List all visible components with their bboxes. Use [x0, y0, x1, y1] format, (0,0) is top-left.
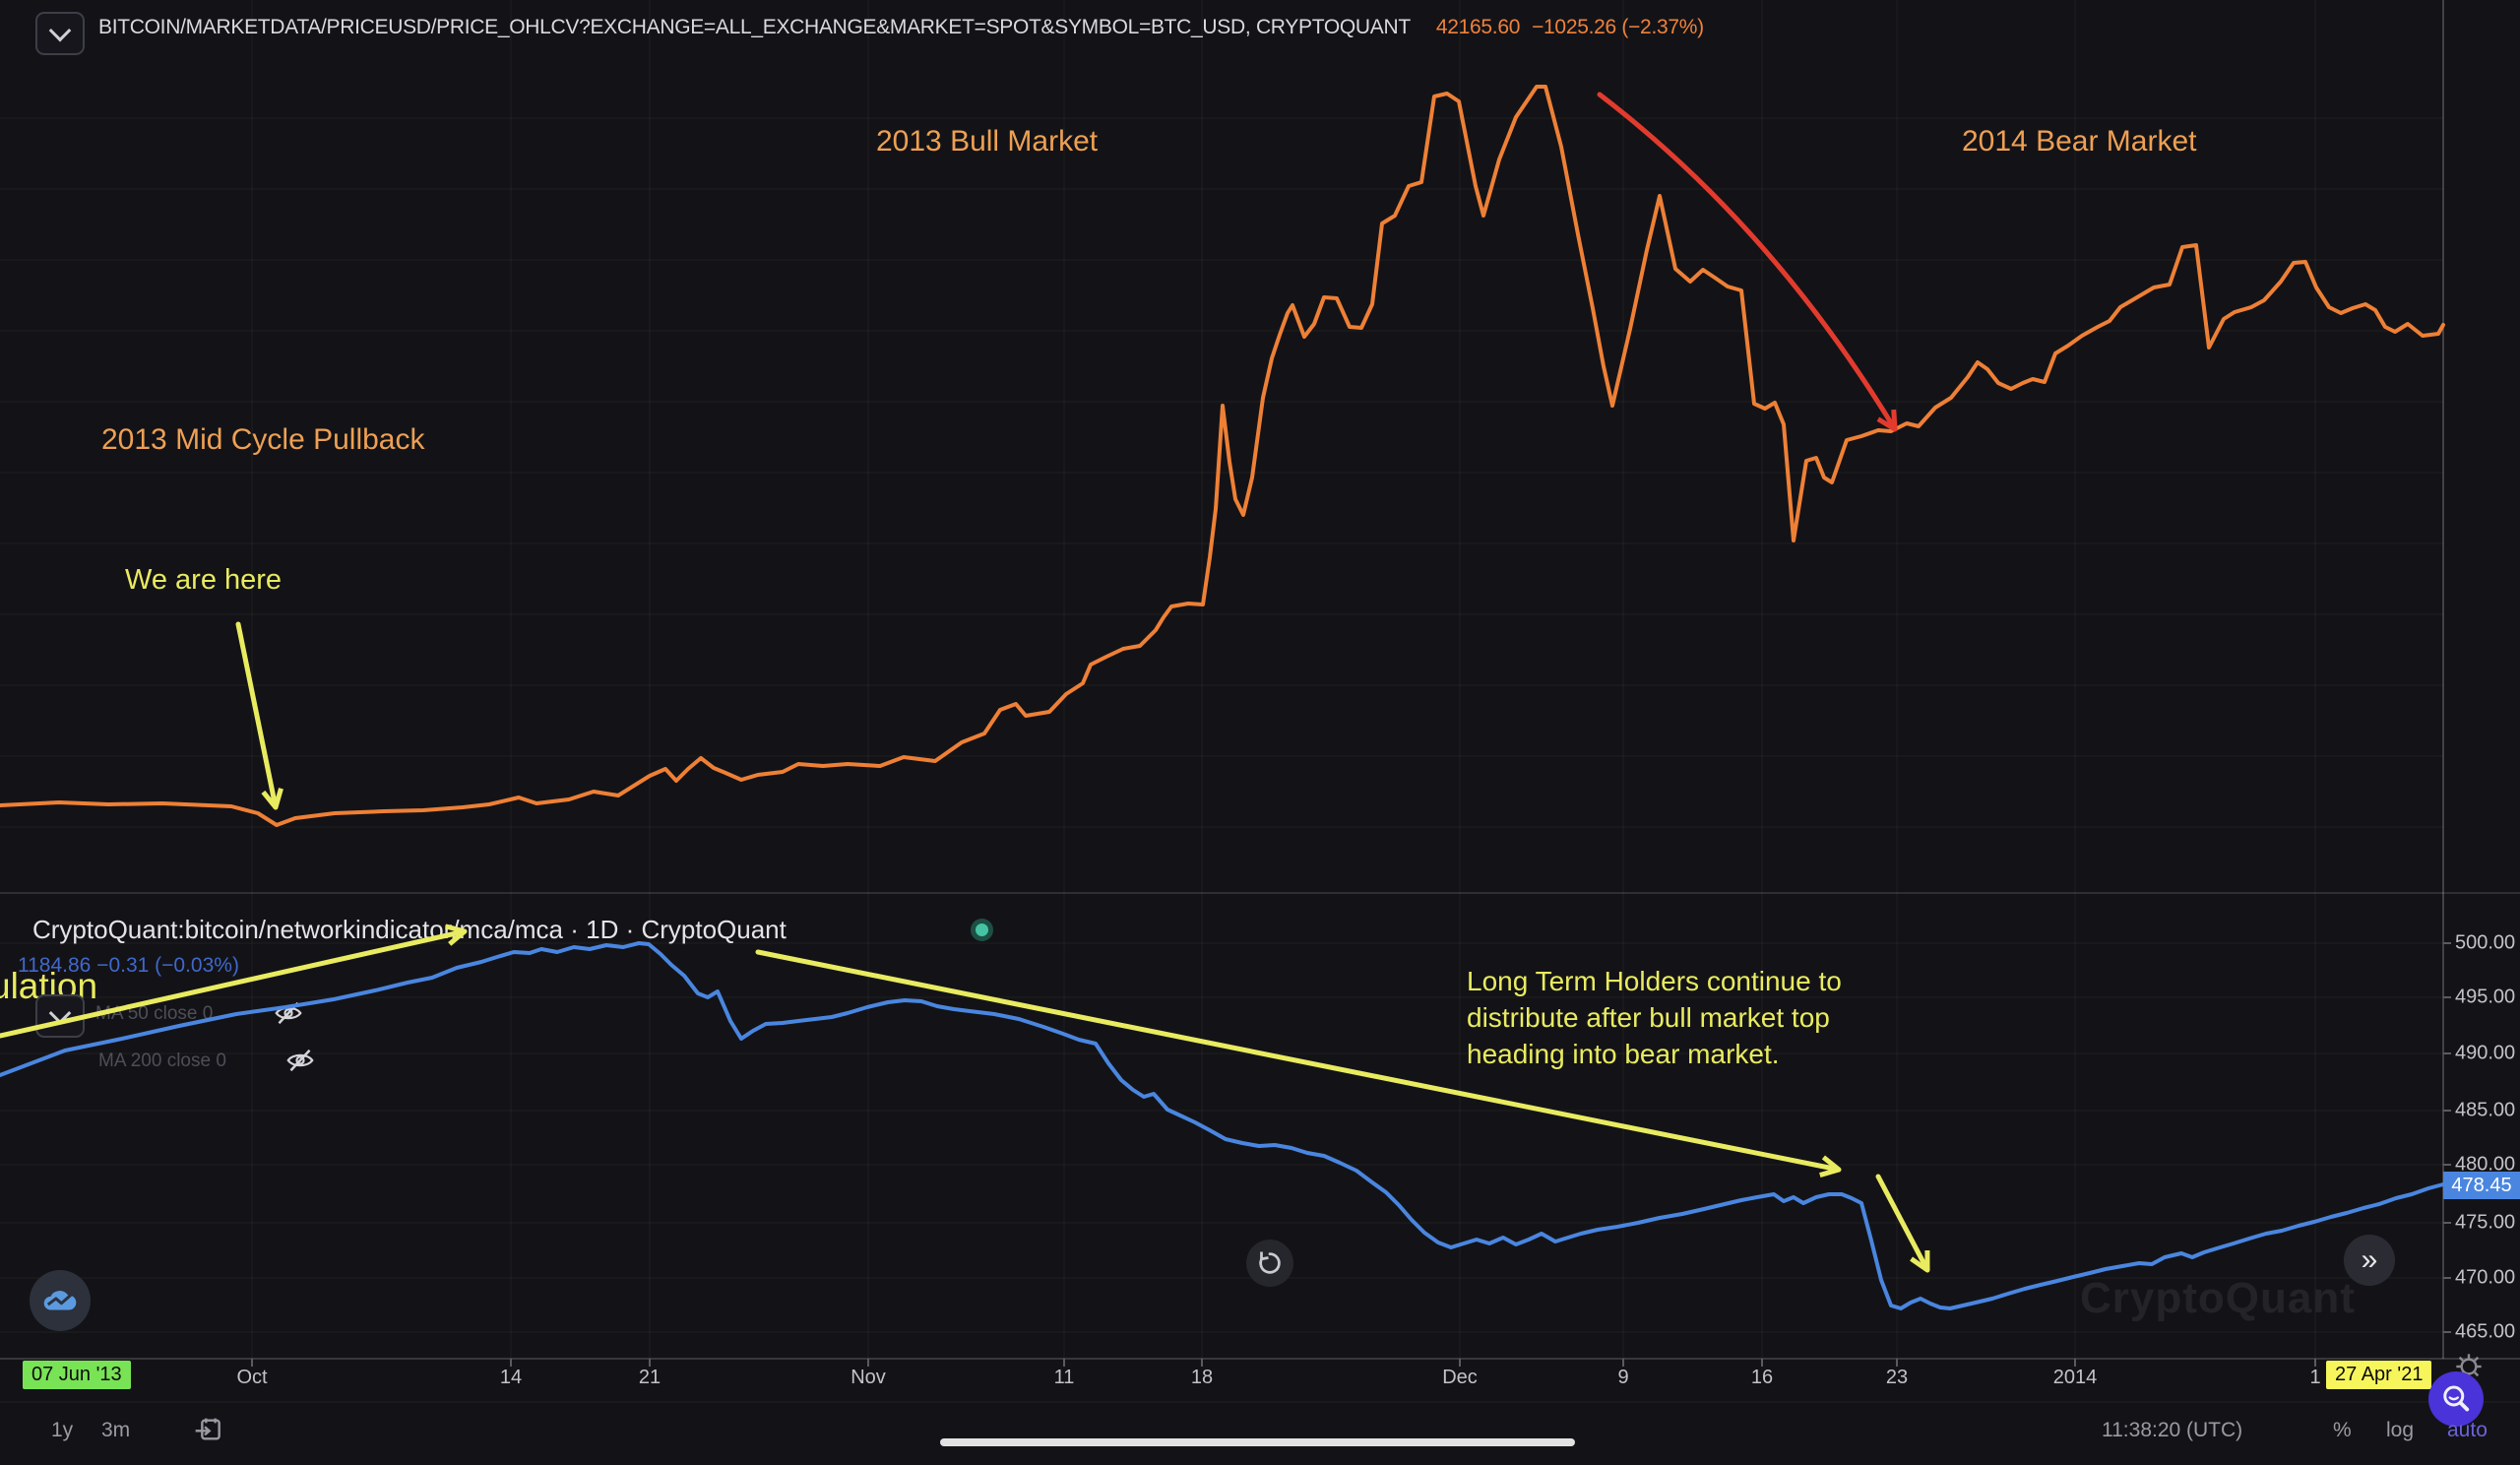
capitulation-arrow: [1875, 1174, 1930, 1273]
distribution-arrow: [755, 949, 1842, 1173]
we-are-here-arrow-head: [261, 790, 278, 809]
annotation-2013-bull-market: 2013 Bull Market: [876, 125, 1099, 158]
time-tick-label: 11: [1053, 1367, 1075, 1388]
time-tick-label: 18: [1190, 1367, 1214, 1388]
indicator-value-line: 1184.86 −0.31 (−0.03%): [18, 954, 239, 977]
indicator-title[interactable]: CryptoQuant:bitcoin/networkindicator/mca…: [32, 915, 787, 944]
reset-chart-button[interactable]: [1246, 1240, 1293, 1287]
cryptoquant-watermark: CryptoQuant: [2080, 1274, 2356, 1322]
chevron-down-icon: [48, 19, 72, 42]
bear-market-arrow-head: [1891, 409, 1898, 430]
time-tick-label: 9: [1617, 1367, 1629, 1388]
percent-scale-button[interactable]: %: [2333, 1419, 2352, 1441]
btc-price-line: [0, 85, 2445, 827]
time-tick-label: Oct: [236, 1367, 268, 1388]
last-price: 42165.60: [1435, 16, 1521, 38]
annotation-long-term-holders: Long Term Holders continue to distribute…: [1467, 966, 1842, 1069]
eye-off-icon: [286, 1049, 314, 1072]
price-tick-label: 475.00: [2455, 1211, 2516, 1234]
bear-market-arrow-head: [1876, 416, 1897, 432]
clock-utc[interactable]: 11:38:20 (UTC): [2102, 1419, 2243, 1441]
cryptoquant-logo-button[interactable]: [30, 1270, 91, 1331]
symbol-row: BITCOIN/MARKETDATA/PRICEUSD/PRICE_OHLCV?…: [98, 16, 1704, 39]
time-axis[interactable]: 07 Jun '13 27 Apr '21 Oct 14 21 Nov 11 18 Dec 9…: [0, 1359, 2520, 1402]
price-change: −1025.26 (−2.37%): [1532, 16, 1704, 38]
time-tick-label: Dec: [1442, 1367, 1478, 1388]
time-tick-label: 14: [499, 1367, 523, 1388]
range-end-badge[interactable]: 27 Apr '21: [2326, 1361, 2432, 1389]
price-tick-label: 500.00: [2455, 931, 2516, 954]
accumulation-arrow: [0, 928, 468, 1039]
accumulation-arrow-head: [448, 929, 467, 946]
annotation-we-are-here: We are here: [125, 564, 283, 596]
time-tick-label: 1: [2309, 1367, 2321, 1388]
goto-date-button[interactable]: [193, 1414, 224, 1450]
price-tick-label: 480.00: [2455, 1153, 2516, 1176]
double-chevron-right-icon: »: [2361, 1243, 2378, 1276]
horizontal-scrollbar[interactable]: [940, 1438, 1575, 1446]
scroll-to-latest-button[interactable]: »: [2344, 1235, 2395, 1286]
price-axis[interactable]: 500.00 495.00 490.00 485.00 480.00 475.00 470.…: [2443, 916, 2520, 1359]
refresh-icon: [1259, 1251, 1281, 1274]
accumulation-arrow-head: [445, 924, 466, 934]
price-tick-label: 485.00: [2455, 1099, 2516, 1121]
time-tick-label: 21: [638, 1367, 662, 1388]
symbol-collapse-button[interactable]: [35, 12, 85, 55]
time-tick-label: 16: [1750, 1367, 1774, 1388]
annotation-2014-bear-market: 2014 Bear Market: [1962, 125, 2197, 158]
price-tick-label: 465.00: [2455, 1320, 2516, 1343]
range-button-1y[interactable]: 1y: [51, 1419, 74, 1441]
auto-scale-button[interactable]: auto: [2447, 1419, 2488, 1441]
range-start-badge[interactable]: 07 Jun '13: [23, 1361, 131, 1389]
symbol-text[interactable]: BITCOIN/MARKETDATA/PRICEUSD/PRICE_OHLCV?…: [98, 16, 1411, 38]
annotation-mid-cycle-pullback: 2013 Mid Cycle Pullback: [101, 423, 425, 456]
distribution-arrow-head: [1821, 1155, 1841, 1172]
time-tick-label: Nov: [850, 1367, 886, 1388]
mca-indicator-line: [0, 941, 2445, 1310]
distribution-arrow-head: [1819, 1167, 1840, 1178]
time-tick-label: 23: [1885, 1367, 1909, 1388]
time-tick-label: 2014: [2052, 1367, 2098, 1388]
range-button-3m[interactable]: 3m: [101, 1419, 131, 1441]
extension-overlay-button[interactable]: [2428, 1371, 2484, 1427]
log-scale-button[interactable]: log: [2386, 1419, 2415, 1441]
price-tick-label: 495.00: [2455, 986, 2516, 1008]
ma200-label: MA 200 close 0: [98, 1051, 226, 1071]
capitulation-arrow-head: [1910, 1256, 1929, 1273]
bear-market-arrow: [1597, 92, 1898, 432]
last-value-tag: 478.45: [2443, 1172, 2520, 1199]
calendar-goto-icon: [195, 1418, 220, 1440]
ma200-visibility-toggle[interactable]: [284, 1046, 317, 1080]
price-tick-label: 490.00: [2455, 1042, 2516, 1064]
cloud-chart-icon: [43, 1291, 77, 1310]
price-tick-label: 470.00: [2455, 1266, 2516, 1289]
indicator-status-dot: [971, 919, 993, 941]
we-are-here-arrow: [235, 621, 279, 810]
magnifier-smile-icon: [2443, 1385, 2470, 1412]
we-are-here-arrow-head: [273, 788, 284, 808]
